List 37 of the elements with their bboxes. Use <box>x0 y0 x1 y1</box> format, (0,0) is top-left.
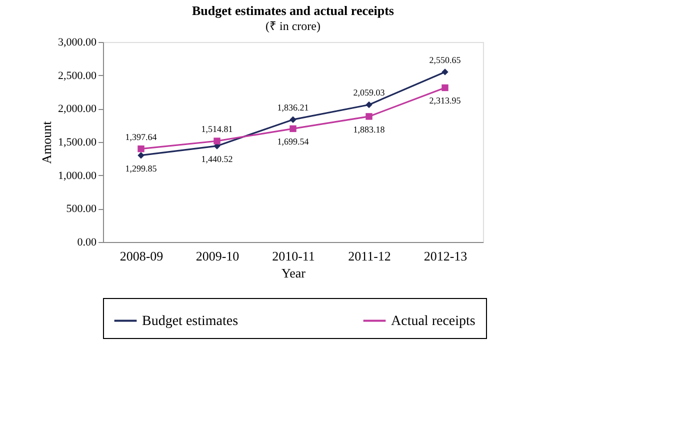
point <box>442 68 448 76</box>
y-tick-label: 1,000.00 <box>58 170 97 182</box>
point <box>366 101 372 108</box>
data-label: 1,514.81 <box>201 124 233 134</box>
x-axis-title: Year <box>282 266 306 280</box>
chart-title: Budget estimates and actual receipts <box>192 3 394 18</box>
data-label: 1,299.85 <box>125 163 158 174</box>
y-tick-label: 3,000.00 <box>58 36 97 48</box>
y-axis-title: Amount <box>39 120 54 164</box>
data-label: 1,699.54 <box>277 136 310 147</box>
y-tick-label: 2,000.00 <box>58 103 97 116</box>
data-label: 1,440.52 <box>201 154 233 164</box>
data-label: 1,397.64 <box>125 132 158 142</box>
point <box>290 116 296 123</box>
data-label: 2,313.95 <box>429 96 462 106</box>
point <box>366 113 372 120</box>
y-tick-label: 2,500.00 <box>58 70 97 82</box>
y-tick-label: 1,500.00 <box>58 136 97 148</box>
data-label: 2,550.65 <box>429 54 462 65</box>
data-label: 1,883.18 <box>353 124 386 134</box>
data-label: 2,059.03 <box>353 88 386 98</box>
point <box>138 152 144 159</box>
point <box>290 125 296 132</box>
legend-label: Budget estimates <box>142 314 238 329</box>
y-tick-label: 0.00 <box>77 236 97 248</box>
point <box>138 145 144 152</box>
y-tick-label: 500.00 <box>66 203 97 216</box>
x-tick-label: 2009-10 <box>196 248 240 264</box>
x-tick-label: 2011-12 <box>348 248 391 264</box>
point <box>214 138 220 144</box>
legend-label: Actual receipts <box>391 314 476 329</box>
point <box>442 84 448 92</box>
x-tick-label: 2010-11 <box>272 248 315 264</box>
x-tick-label: 2012-13 <box>424 248 468 264</box>
chart-subtitle: (₹ in crore) <box>266 19 320 33</box>
x-tick-label: 2008-09 <box>120 248 164 264</box>
data-label: 1,836.21 <box>277 102 309 113</box>
